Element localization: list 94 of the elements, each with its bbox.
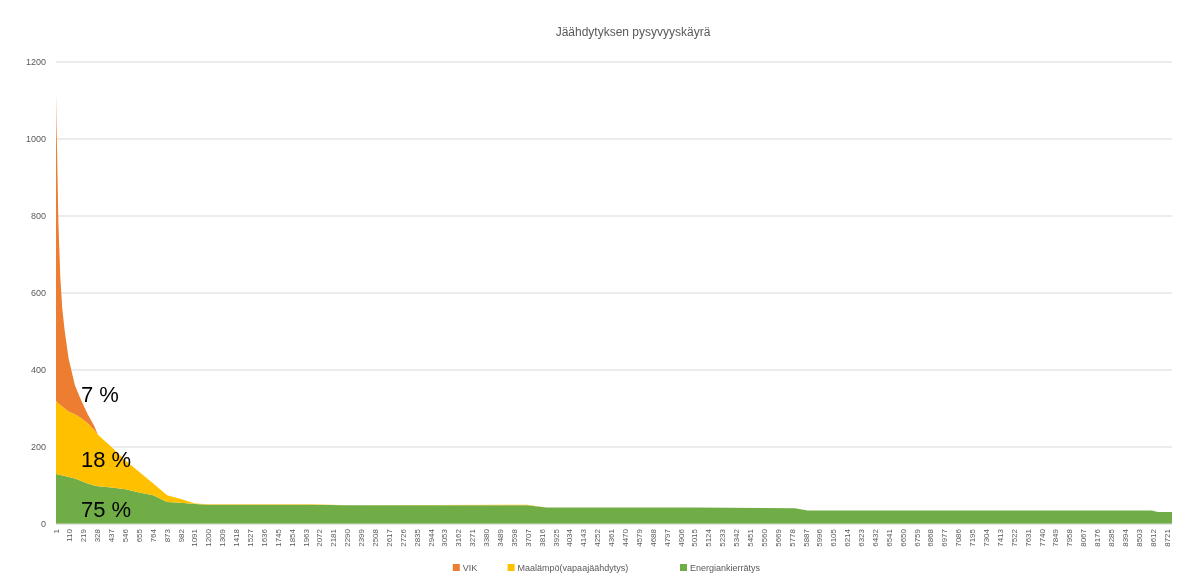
x-tick-label: 1527: [245, 528, 255, 547]
x-tick-label: 5887: [801, 528, 811, 547]
x-tick-label: 8612: [1148, 528, 1158, 547]
x-tick-label: 1200: [204, 528, 214, 547]
x-tick-label: 5342: [732, 528, 742, 547]
x-tick-label: 3380: [482, 528, 492, 547]
x-tick-label: 1854: [287, 528, 297, 547]
x-tick-label: 5451: [745, 528, 755, 547]
x-tick-label: 4579: [634, 528, 644, 547]
x-tick-label: 3707: [523, 528, 533, 547]
x-tick-label: 7086: [954, 528, 964, 547]
x-tick-label: 5015: [690, 528, 700, 547]
x-tick-label: 4252: [593, 528, 603, 547]
x-tick-label: 3925: [551, 528, 561, 547]
x-tick-label: 6214: [843, 528, 853, 547]
x-tick-label: 1418: [232, 528, 242, 547]
x-tick-label: 546: [121, 528, 130, 543]
x-tick-label: 7413: [995, 528, 1005, 547]
x-tick-label: 982: [176, 528, 186, 543]
x-tick-label: 7304: [982, 528, 992, 547]
x-tick-label: 328: [93, 528, 103, 543]
x-tick-label: 8285: [1107, 528, 1117, 547]
annotation: 75 %: [81, 496, 132, 522]
x-tick-label: 1091: [190, 528, 200, 547]
x-tick-label: 2508: [370, 528, 380, 547]
x-tick-label: 2617: [384, 528, 394, 547]
x-tick-label: 1309: [218, 528, 228, 547]
x-tick-label: 110: [65, 528, 75, 542]
y-tick-label: 0: [40, 518, 46, 529]
x-tick-label: 6650: [898, 528, 908, 547]
x-tick-label: 3598: [509, 528, 519, 547]
x-tick-label: 7740: [1037, 528, 1047, 547]
x-tick-label: 8176: [1093, 528, 1103, 547]
x-tick-label: 4361: [607, 528, 617, 547]
x-tick-label: 4143: [579, 528, 589, 547]
legend-label: Maalämpö(vapaajäähdytys): [517, 563, 629, 573]
x-tick-label: 6868: [926, 528, 936, 547]
x-tick-label: 764: [148, 528, 158, 543]
x-tick-label: 1963: [301, 528, 311, 547]
x-tick-label: 4688: [648, 528, 658, 547]
x-tick-label: 4906: [676, 528, 686, 547]
x-tick-label: 5778: [787, 528, 797, 547]
x-tick-label: 2399: [357, 528, 367, 547]
x-tick-label: 5669: [773, 528, 783, 547]
x-tick-label: 3816: [537, 528, 547, 547]
x-tick-label: 3162: [454, 528, 464, 547]
x-tick-label: 3489: [495, 528, 505, 547]
x-tick-label: 5560: [759, 528, 769, 547]
x-tick-label: 5996: [815, 528, 825, 547]
legend-label: Energiankierrätys: [690, 563, 761, 573]
x-tick-label: 6759: [912, 528, 922, 547]
y-tick-label: 200: [30, 441, 46, 452]
x-tick-label: 4797: [662, 528, 672, 547]
x-tick-label: 5233: [718, 528, 728, 547]
x-tick-label: 8721: [1162, 528, 1172, 547]
x-tick-label: 4470: [620, 528, 630, 547]
x-tick-label: 7849: [1051, 528, 1061, 547]
x-tick-label: 6105: [829, 528, 839, 547]
x-tick-label: 6432: [870, 528, 880, 547]
x-tick-label: 2072: [315, 528, 325, 547]
x-tick-label: 3271: [468, 528, 478, 547]
x-tick-label: 2726: [398, 528, 408, 547]
y-tick-label: 800: [30, 210, 46, 221]
x-tick-label: 3053: [440, 528, 450, 547]
x-tick-label: 655: [134, 528, 144, 543]
chart-title: Jäähdytyksen pysyvyyskäyrä: [555, 25, 711, 39]
x-tick-label: 7195: [968, 528, 978, 547]
x-tick-label: 2290: [343, 528, 353, 547]
x-tick-label: 5124: [704, 528, 714, 547]
x-tick-label: 7522: [1009, 528, 1019, 547]
x-tick-label: 8067: [1079, 528, 1089, 547]
x-tick-label: 6323: [857, 528, 867, 547]
x-tick-label: 2835: [412, 528, 422, 547]
y-tick-label: 600: [30, 287, 46, 298]
x-tick-label: 8394: [1120, 528, 1130, 547]
x-tick-label: 873: [162, 528, 172, 543]
x-tick-label: 1: [51, 528, 61, 534]
x-tick-label: 6977: [940, 528, 950, 547]
x-tick-label: 7958: [1065, 528, 1075, 547]
y-tick-label: 1000: [25, 133, 46, 144]
x-tick-label: 7631: [1023, 528, 1033, 547]
x-tick-label: 1745: [273, 528, 283, 547]
x-tick-label: 219: [79, 528, 89, 543]
annotation: 7 %: [81, 381, 119, 407]
y-tick-label: 400: [30, 364, 46, 375]
x-tick-label: 2181: [329, 528, 339, 547]
x-tick-label: 8503: [1134, 528, 1144, 547]
x-tick-label: 437: [107, 528, 117, 543]
y-tick-label: 1200: [25, 56, 46, 67]
x-tick-label: 2944: [426, 528, 436, 547]
x-tick-label: 6541: [884, 528, 894, 547]
x-tick-label: 4034: [565, 528, 575, 547]
legend-label: VIK: [462, 563, 478, 573]
x-tick-label: 1636: [259, 528, 269, 547]
